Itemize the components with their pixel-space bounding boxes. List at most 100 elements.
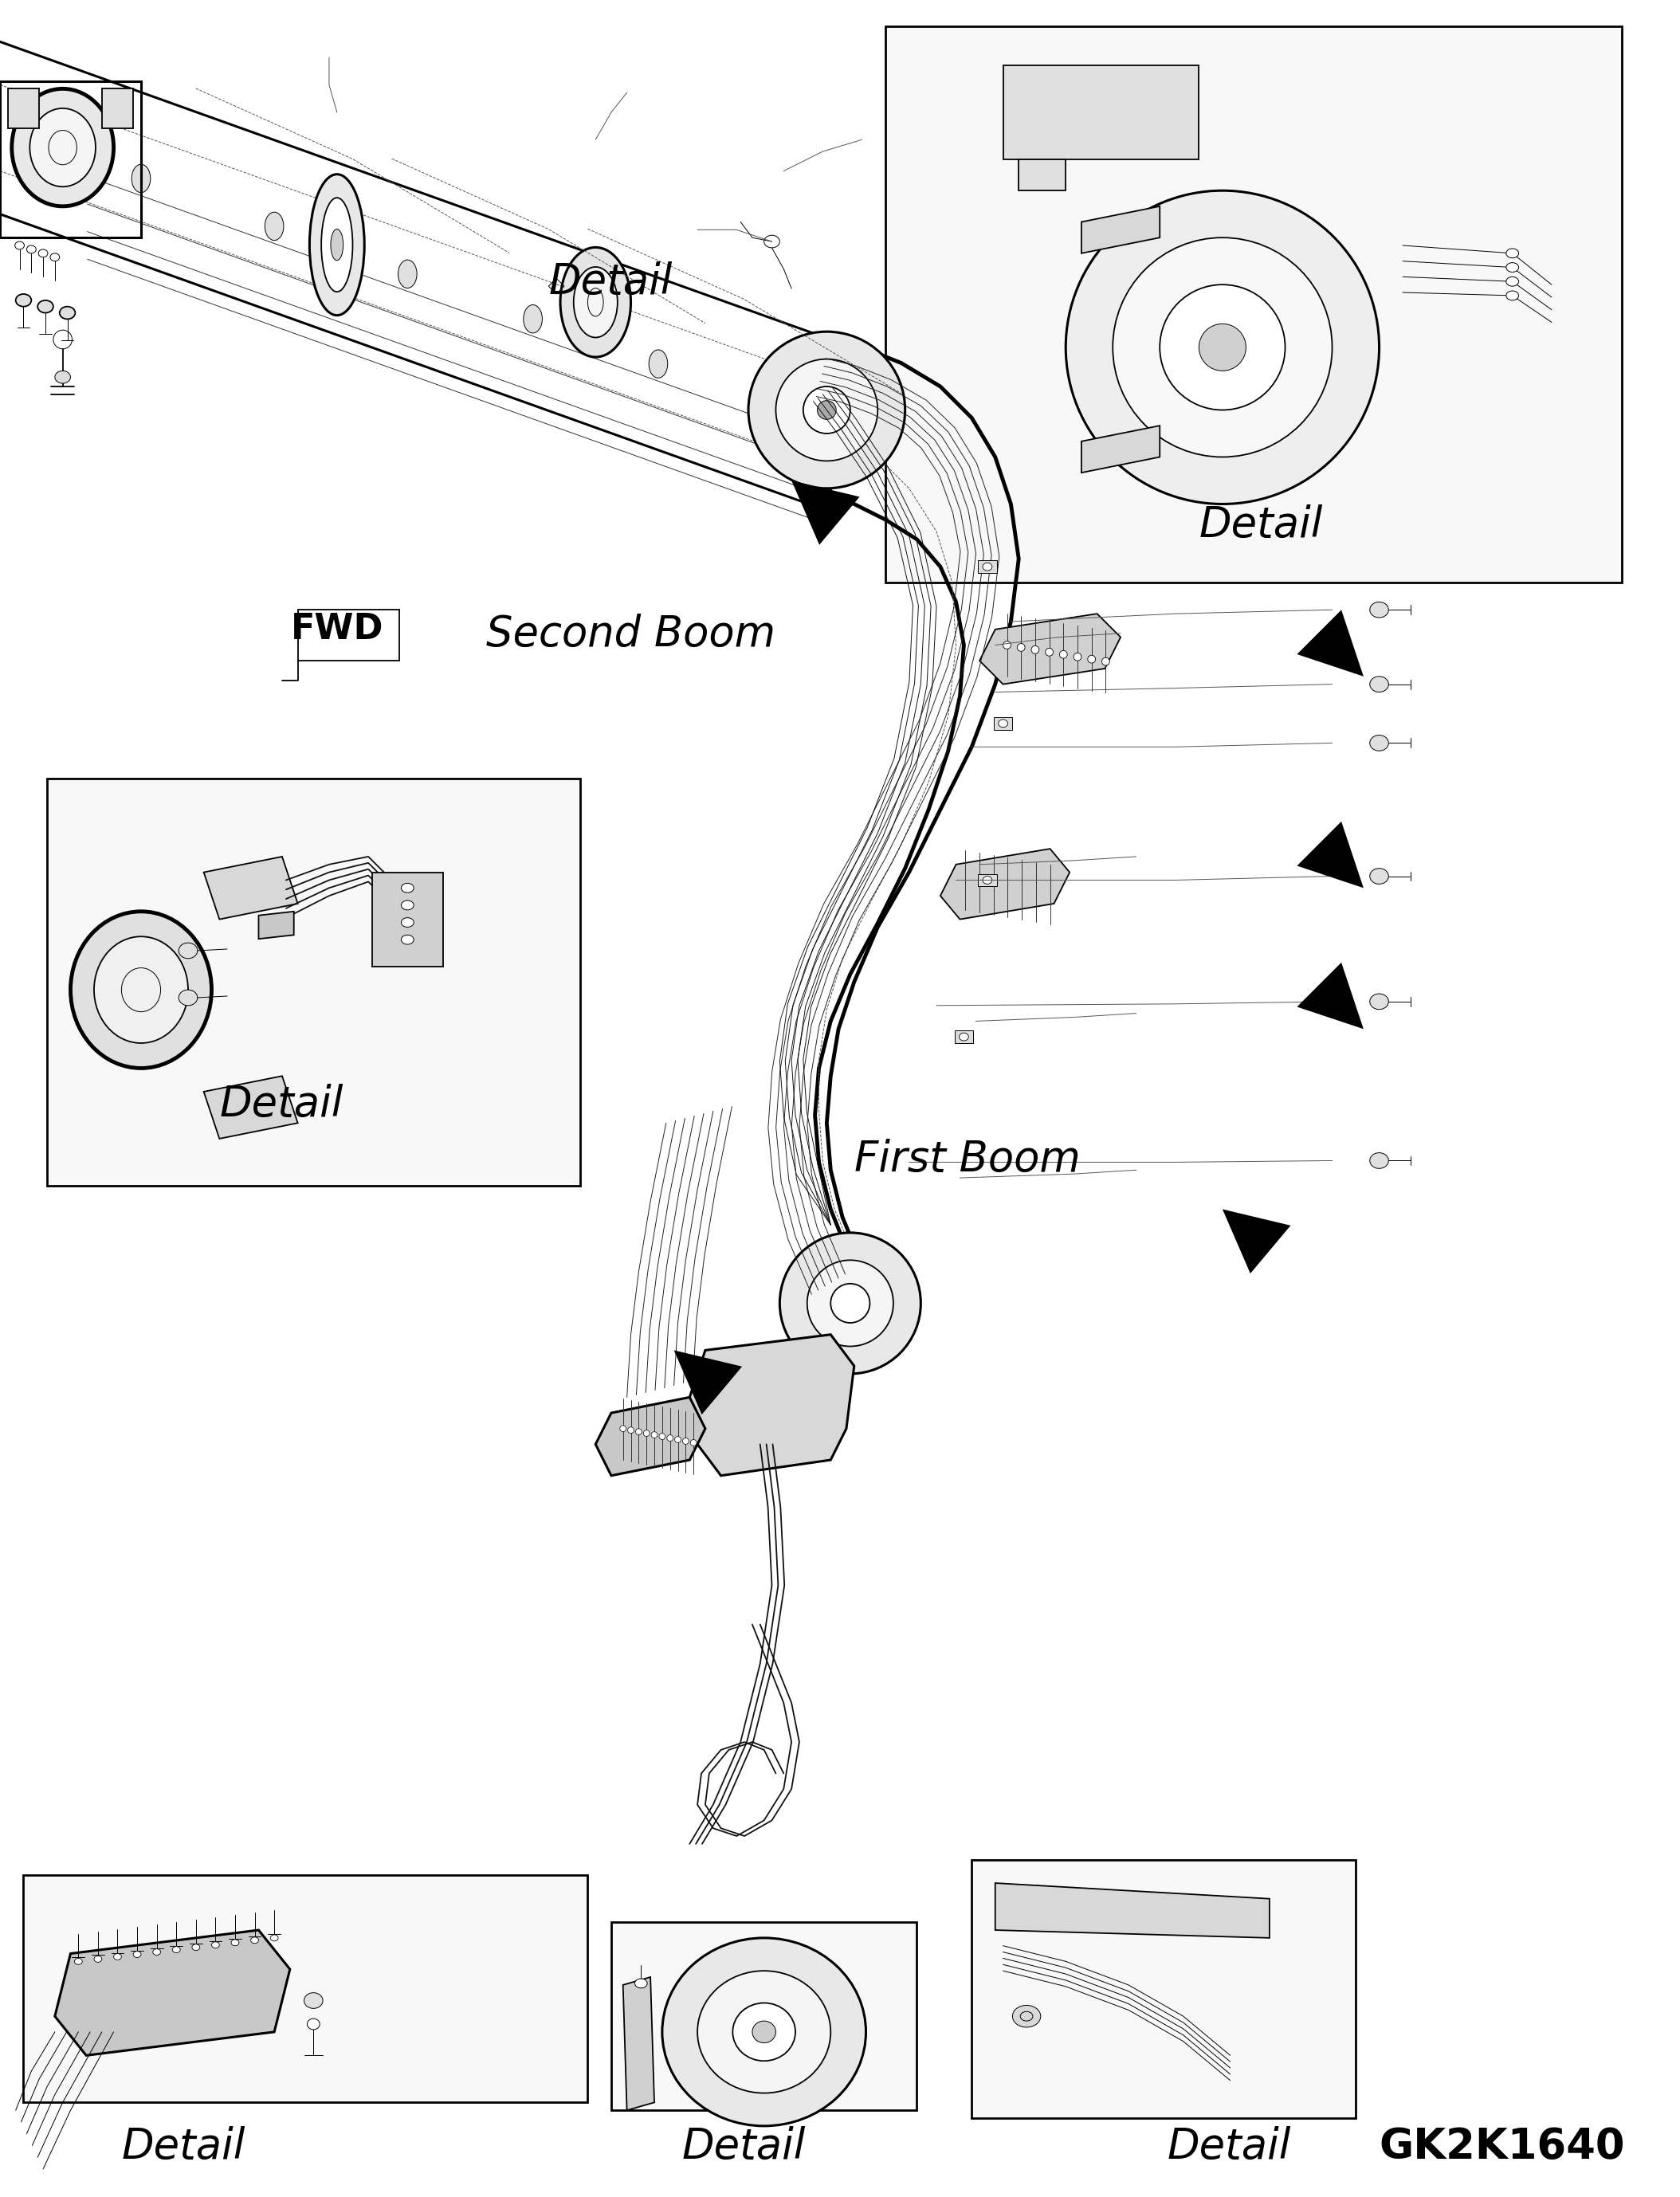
Ellipse shape [803, 387, 850, 433]
Ellipse shape [1369, 993, 1389, 1008]
Ellipse shape [1060, 650, 1067, 659]
Ellipse shape [648, 349, 667, 378]
Polygon shape [1082, 426, 1159, 472]
Ellipse shape [12, 88, 114, 207]
Ellipse shape [659, 1432, 665, 1439]
Ellipse shape [1087, 655, 1095, 663]
Ellipse shape [732, 2004, 795, 2061]
Ellipse shape [780, 1233, 921, 1373]
Text: Detail: Detail [121, 2127, 245, 2168]
Ellipse shape [1102, 657, 1109, 666]
Bar [102, 88, 133, 127]
Polygon shape [203, 1077, 297, 1138]
Ellipse shape [1369, 1153, 1389, 1169]
Ellipse shape [983, 877, 993, 883]
Ellipse shape [1045, 648, 1053, 657]
Ellipse shape [682, 1439, 689, 1443]
Polygon shape [674, 1351, 743, 1415]
Ellipse shape [270, 1936, 279, 1940]
Ellipse shape [643, 1430, 650, 1437]
Ellipse shape [94, 936, 188, 1044]
Ellipse shape [74, 1958, 82, 1964]
Ellipse shape [1507, 264, 1519, 272]
Ellipse shape [1112, 237, 1332, 457]
Ellipse shape [30, 108, 96, 187]
Ellipse shape [15, 242, 24, 250]
Ellipse shape [1369, 677, 1389, 692]
Ellipse shape [1074, 653, 1082, 661]
Text: FWD: FWD [291, 613, 383, 646]
Bar [978, 874, 996, 885]
Ellipse shape [178, 991, 198, 1006]
Ellipse shape [131, 165, 151, 193]
Ellipse shape [50, 253, 59, 261]
Ellipse shape [304, 1993, 323, 2008]
Ellipse shape [232, 1940, 239, 1947]
Ellipse shape [59, 308, 76, 319]
Ellipse shape [39, 250, 47, 257]
Ellipse shape [1369, 736, 1389, 751]
Ellipse shape [620, 1426, 627, 1432]
Bar [971, 1859, 1356, 2118]
Bar [954, 1030, 973, 1044]
Bar [24, 1876, 588, 2103]
Text: Second Boom: Second Boom [486, 613, 774, 655]
Ellipse shape [1369, 868, 1389, 883]
Polygon shape [1297, 822, 1364, 888]
Ellipse shape [573, 268, 618, 338]
Ellipse shape [1032, 646, 1040, 655]
Bar [978, 560, 996, 573]
Ellipse shape [398, 259, 417, 288]
Ellipse shape [524, 305, 543, 334]
Polygon shape [979, 613, 1121, 683]
Bar [297, 611, 400, 661]
Ellipse shape [55, 371, 71, 382]
Text: Detail: Detail [1168, 2127, 1292, 2168]
Ellipse shape [675, 1437, 680, 1443]
Ellipse shape [265, 213, 284, 239]
Ellipse shape [1016, 644, 1025, 650]
Bar [612, 1922, 917, 2111]
Ellipse shape [173, 1947, 180, 1953]
Ellipse shape [753, 2021, 776, 2043]
Ellipse shape [402, 901, 413, 910]
Polygon shape [623, 1977, 654, 2111]
Ellipse shape [1003, 642, 1011, 648]
Polygon shape [995, 1883, 1270, 1938]
Ellipse shape [635, 1428, 642, 1435]
Ellipse shape [1507, 248, 1519, 257]
Polygon shape [55, 1931, 291, 2056]
Ellipse shape [830, 1283, 870, 1323]
Ellipse shape [806, 1261, 894, 1347]
Text: Detail: Detail [220, 1083, 343, 1125]
Ellipse shape [652, 1432, 657, 1439]
Text: Detail: Detail [1200, 503, 1322, 545]
Ellipse shape [15, 294, 32, 308]
Ellipse shape [1507, 290, 1519, 301]
Ellipse shape [1369, 602, 1389, 617]
Polygon shape [1223, 1208, 1290, 1274]
Ellipse shape [983, 562, 993, 571]
Ellipse shape [998, 718, 1008, 727]
Bar [0, 81, 141, 237]
Ellipse shape [818, 400, 837, 420]
Text: First Boom: First Boom [853, 1138, 1080, 1180]
Ellipse shape [764, 235, 780, 248]
Polygon shape [689, 1334, 853, 1476]
Bar [373, 872, 444, 967]
Polygon shape [941, 848, 1070, 918]
Ellipse shape [250, 1938, 259, 1944]
Bar [885, 26, 1623, 582]
Ellipse shape [959, 1033, 969, 1041]
Ellipse shape [307, 2019, 319, 2030]
Bar [1018, 158, 1065, 191]
Ellipse shape [114, 1953, 121, 1960]
Text: Detail: Detail [682, 2127, 806, 2168]
Ellipse shape [748, 332, 906, 488]
Polygon shape [1297, 611, 1364, 677]
Polygon shape [595, 1397, 706, 1476]
Ellipse shape [71, 912, 212, 1068]
Ellipse shape [635, 1979, 647, 1988]
Ellipse shape [690, 1439, 697, 1446]
Ellipse shape [1013, 2006, 1040, 2028]
